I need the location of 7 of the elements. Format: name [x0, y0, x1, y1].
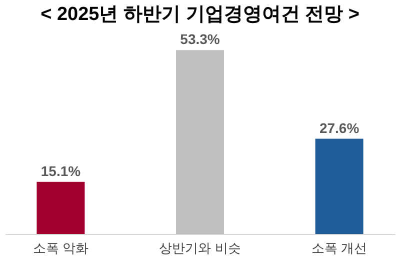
x-tick-label: 소폭 개선: [311, 240, 368, 256]
chart-title: < 2025년 하반기 기업경영여건 전망 >: [40, 4, 360, 25]
data-label: 53.3%: [180, 31, 220, 48]
x-tick-label: 소폭 악화: [32, 240, 89, 256]
data-label: 27.6%: [319, 120, 360, 136]
x-tick-label: 상반기와 비슷: [159, 240, 241, 256]
data-label: 15.1%: [40, 162, 82, 179]
